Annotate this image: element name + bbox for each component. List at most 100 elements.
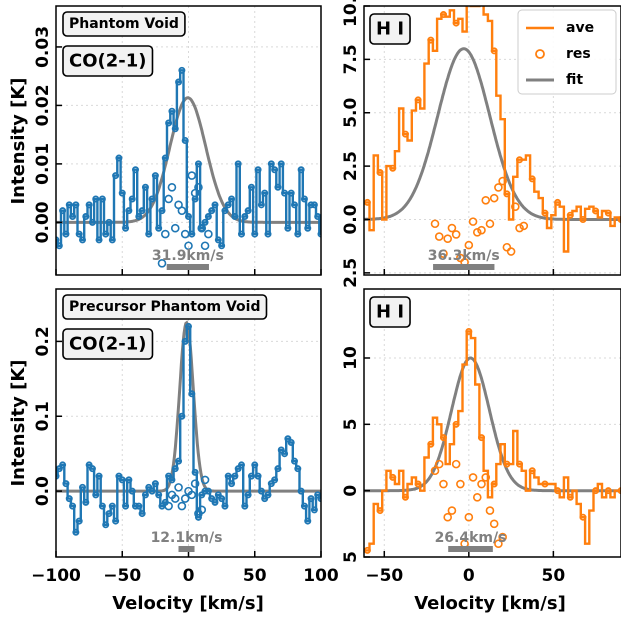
res-point	[468, 217, 478, 226]
res-point	[477, 479, 486, 489]
ave-point	[297, 166, 305, 174]
res-point	[167, 182, 177, 192]
ave-point	[452, 19, 460, 27]
res-point	[187, 171, 197, 180]
ave-point	[401, 493, 409, 501]
res-point	[430, 219, 440, 229]
ave-point	[75, 517, 83, 525]
legend: ave res fit	[517, 9, 617, 95]
x-tick-label: 100	[303, 566, 339, 586]
res-point	[157, 259, 167, 268]
ave-point	[528, 175, 536, 183]
ave-point	[274, 183, 282, 191]
y-tick-label: 10.0	[341, 0, 361, 27]
plot-area	[364, 289, 621, 557]
ave-point	[59, 207, 67, 215]
ave-point	[274, 465, 282, 473]
ave-point	[439, 434, 447, 442]
ave-point	[244, 491, 252, 499]
ave-point	[277, 160, 285, 168]
ave-point	[165, 472, 173, 480]
panel-top-right: 2.5 0.0 2.5 5.0 7.5 10.0 36.3km/s H I	[341, 0, 621, 288]
res-point	[494, 183, 503, 192]
ave-point	[376, 507, 384, 515]
ave-point	[241, 213, 249, 221]
ave-point	[92, 195, 100, 203]
panel-frame	[363, 288, 621, 558]
ave-point	[604, 487, 612, 495]
res-point	[477, 225, 486, 235]
ave-spectrum	[365, 6, 621, 253]
ave-point	[234, 465, 242, 473]
ave-point	[98, 195, 106, 203]
ave-point	[158, 207, 166, 215]
res-point	[200, 241, 210, 251]
ave-point	[79, 236, 87, 244]
ave-point	[151, 172, 159, 180]
ave-point	[427, 440, 435, 448]
res-point	[447, 223, 457, 233]
ave-point	[264, 230, 272, 238]
ave-point	[231, 213, 239, 221]
ave-point	[237, 461, 245, 469]
ave-point	[247, 472, 255, 480]
ave-point	[82, 498, 90, 506]
ave-point	[592, 207, 600, 215]
ave-point	[125, 207, 133, 215]
ave-point	[211, 498, 219, 506]
ave-point	[131, 166, 139, 174]
ave-point	[541, 209, 549, 217]
ave-point	[65, 201, 73, 209]
ave-point	[452, 420, 460, 428]
ave-point	[224, 472, 232, 480]
res-point	[177, 206, 187, 215]
fit-curve	[364, 47, 621, 221]
res-point	[180, 229, 190, 239]
ave-point	[168, 476, 176, 484]
ave-point	[125, 476, 133, 484]
res-point	[439, 249, 448, 258]
legend-entry-res: res	[566, 46, 591, 62]
ave-point	[108, 502, 116, 510]
res-point	[489, 193, 499, 203]
res-point	[194, 182, 203, 192]
ave-point	[281, 189, 289, 197]
ave-point	[271, 166, 279, 174]
ave-point	[79, 483, 87, 491]
res-point	[472, 492, 482, 502]
ave-point	[218, 495, 226, 503]
ave-point	[261, 189, 269, 197]
ave-point	[151, 480, 159, 488]
ave-point	[244, 207, 252, 215]
ave-spectrum	[365, 330, 621, 552]
ave-point	[503, 460, 511, 468]
ave-point	[175, 78, 183, 86]
ave-point	[108, 236, 116, 244]
res-point	[506, 247, 516, 256]
ave-point	[376, 169, 384, 177]
ave-point	[247, 183, 255, 191]
res-point	[485, 506, 495, 515]
ave-point	[414, 96, 422, 104]
y-tick-label: 2.5	[341, 151, 361, 181]
res-point	[197, 223, 207, 233]
ave-point	[85, 201, 93, 209]
ave-point	[604, 209, 612, 217]
ave-point	[364, 198, 371, 206]
ave-point	[254, 166, 262, 174]
res-point	[451, 230, 461, 239]
x-tick-label: −50	[103, 566, 141, 586]
ave-point	[128, 195, 136, 203]
ave-point	[175, 457, 183, 465]
y-axis-label-bottom: Intensity [K]	[8, 359, 29, 486]
y-tick-label: 10	[341, 346, 361, 370]
res-point	[197, 505, 207, 515]
line-label-box	[369, 296, 411, 328]
line-label: CO(2-1)	[69, 334, 146, 355]
ave-point	[171, 465, 179, 473]
y-tick-label: 0.1	[33, 401, 53, 431]
ave-point	[241, 502, 249, 510]
res-point	[447, 506, 457, 515]
